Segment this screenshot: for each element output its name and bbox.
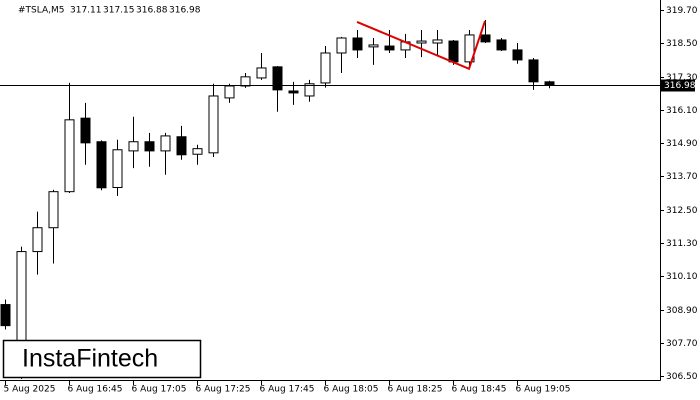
- candle-body: [448, 40, 459, 63]
- header-close: 316.98: [169, 6, 201, 16]
- x-tick-label: 6 Aug 18:45: [452, 385, 507, 395]
- candle-body: [352, 37, 363, 51]
- candle-body: [32, 227, 43, 253]
- candle-body: [320, 52, 331, 84]
- candle-body: [96, 141, 107, 189]
- candle-body: [64, 119, 75, 193]
- symbol: #TSLA,M5: [18, 6, 64, 16]
- candle-body: [48, 191, 59, 229]
- candle-body: [496, 39, 507, 51]
- candle-body: [336, 37, 347, 54]
- header-high: 317.15: [103, 6, 135, 16]
- header-open: 317.11: [70, 6, 102, 16]
- y-tick-label: 317.30: [666, 73, 698, 83]
- candle-body: [416, 40, 427, 44]
- candle-body: [288, 90, 299, 94]
- candle-body: [208, 95, 219, 154]
- candle-body: [512, 49, 523, 61]
- candle-body: [240, 76, 251, 87]
- candle-body: [368, 44, 379, 48]
- last-price-box: [661, 79, 695, 92]
- candle-body: [304, 83, 315, 97]
- candle-body: [192, 148, 203, 155]
- last-price-label: 316.98: [664, 81, 696, 91]
- y-tick-label: 319.70: [666, 6, 698, 16]
- x-tick-label: 6 Aug 18:05: [324, 385, 379, 395]
- candle-body: [128, 141, 139, 152]
- header-low: 316.88: [136, 6, 168, 16]
- candle-body: [464, 34, 475, 63]
- y-tick-label: 311.30: [666, 239, 698, 249]
- x-tick-label: 6 Aug 17:45: [260, 385, 315, 395]
- y-tick-label: 310.10: [666, 272, 698, 282]
- pattern-line: [356, 20, 486, 71]
- candle-body: [176, 136, 187, 156]
- y-tick-label: 313.70: [666, 172, 698, 182]
- candle-body: [112, 149, 123, 189]
- candle-body: [160, 135, 171, 152]
- candle-body: [144, 141, 155, 152]
- candle-body: [256, 67, 267, 79]
- logo-box: [2, 339, 202, 379]
- y-tick-label: 316.10: [666, 106, 698, 116]
- candle-body: [384, 45, 395, 51]
- y-tick-label: 307.70: [666, 339, 698, 349]
- y-tick-label: 308.90: [666, 306, 698, 316]
- candle-body: [528, 59, 539, 83]
- x-tick-label: 6 Aug 17:25: [196, 385, 251, 395]
- y-tick-label: 318.50: [666, 39, 698, 49]
- x-tick-label: 6 Aug 16:45: [68, 385, 123, 395]
- x-tick-label: 6 Aug 19:05: [516, 385, 571, 395]
- candle-body: [432, 39, 443, 44]
- candle-body: [480, 34, 491, 43]
- candle-body: [0, 304, 11, 327]
- candle-body: [224, 85, 235, 99]
- x-tick-label: 6 Aug 17:05: [132, 385, 187, 395]
- y-tick-label: 314.90: [666, 139, 698, 149]
- plot: [0, 19, 555, 379]
- x-tick-label: 6 Aug 18:25: [388, 385, 443, 395]
- y-tick-label: 312.50: [666, 206, 698, 216]
- candle-body: [544, 81, 555, 86]
- candle-body: [272, 66, 283, 91]
- candle-body: [80, 117, 91, 144]
- y-tick-label: 306.50: [666, 372, 698, 382]
- x-tick-label: 5 Aug 2025: [4, 385, 56, 395]
- logo: InstaFintech: [22, 345, 158, 373]
